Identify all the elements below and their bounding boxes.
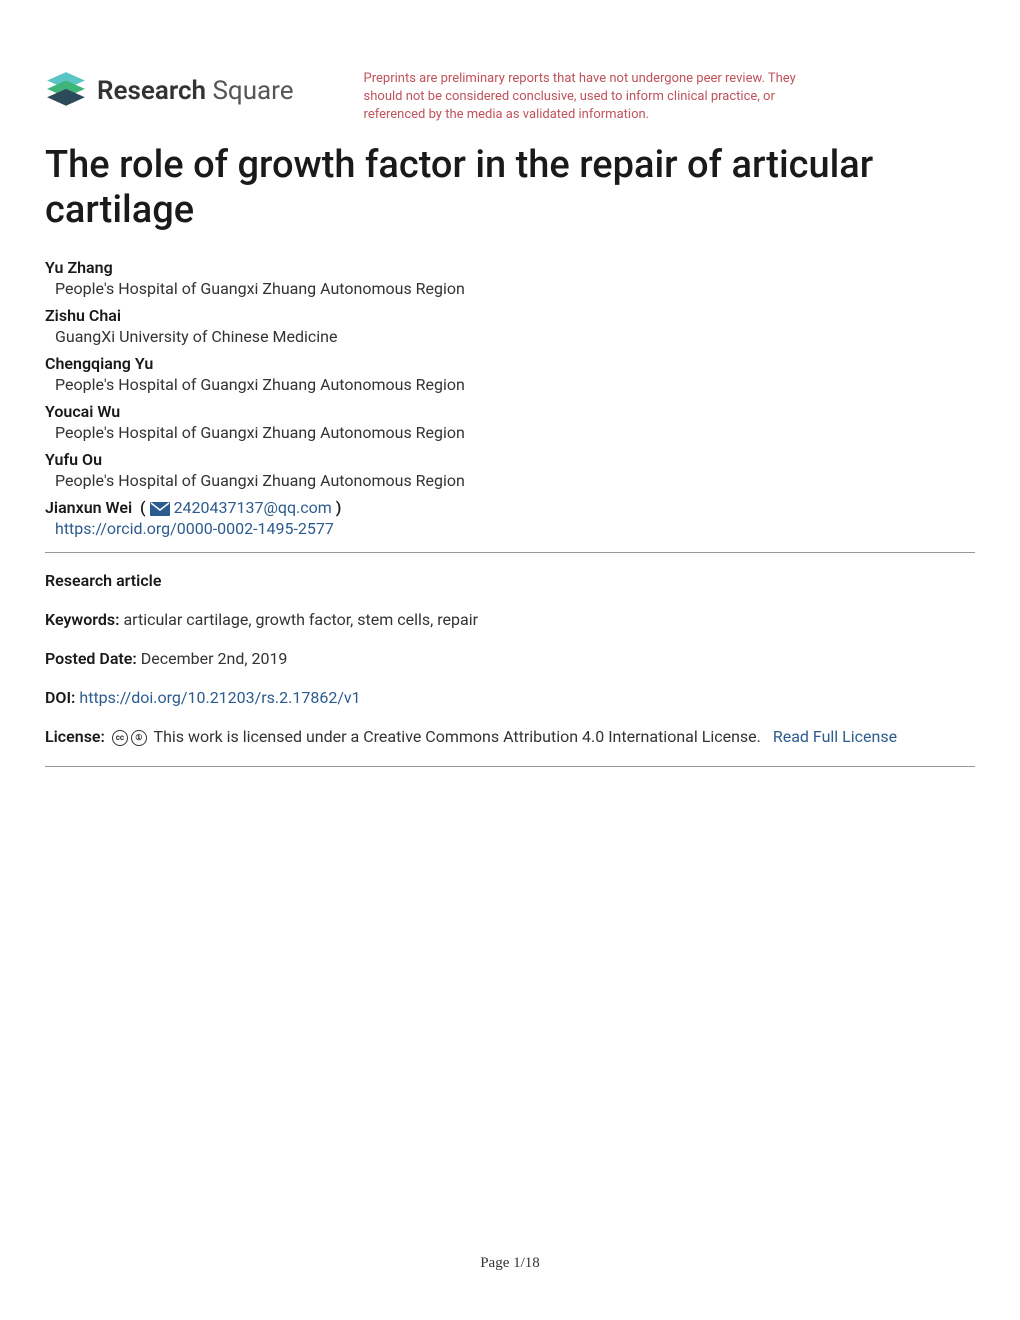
author-affiliation: GuangXi University of Chinese Medicine	[45, 327, 975, 346]
author-name: Chengqiang Yu	[45, 354, 975, 373]
corresponding-email-link[interactable]: 2420437137@qq.com	[174, 498, 332, 517]
email-paren: (	[136, 498, 150, 517]
envelope-icon	[150, 502, 170, 516]
author-block: Chengqiang Yu People's Hospital of Guang…	[45, 354, 975, 394]
author-block: Yufu Ou People's Hospital of Guangxi Zhu…	[45, 450, 975, 490]
logo-text: Research Square	[97, 76, 294, 106]
author-block: Youcai Wu People's Hospital of Guangxi Z…	[45, 402, 975, 442]
author-name: Zishu Chai	[45, 306, 975, 325]
divider	[45, 766, 975, 767]
author-name: Yu Zhang	[45, 258, 975, 277]
doi-row: DOI: https://doi.org/10.21203/rs.2.17862…	[45, 688, 975, 707]
preprint-disclaimer: Preprints are preliminary reports that h…	[364, 70, 819, 125]
author-affiliation: People's Hospital of Guangxi Zhuang Auto…	[45, 423, 975, 442]
doi-label: DOI:	[45, 688, 75, 707]
corresponding-author-block: Jianxun Wei ( 2420437137@qq.com ) https:…	[45, 498, 975, 538]
logo-text-research: Research	[97, 76, 206, 106]
keywords-label: Keywords:	[45, 610, 119, 629]
orcid-link[interactable]: https://orcid.org/0000-0002-1495-2577	[45, 519, 975, 538]
keywords-row: Keywords: articular cartilage, growth fa…	[45, 610, 975, 629]
author-affiliation: People's Hospital of Guangxi Zhuang Auto…	[45, 279, 975, 298]
author-block: Zishu Chai GuangXi University of Chinese…	[45, 306, 975, 346]
cc-icons: cc ①	[112, 730, 147, 746]
cc-by-icon: ①	[131, 730, 147, 746]
email-paren-close: )	[336, 498, 342, 517]
keywords-value: articular cartilage, growth factor, stem…	[123, 610, 478, 629]
cc-icon: cc	[112, 730, 128, 746]
divider	[45, 552, 975, 553]
header: Research Square Preprints are preliminar…	[45, 70, 975, 125]
read-full-license-link[interactable]: Read Full License	[773, 727, 897, 746]
doi-link[interactable]: https://doi.org/10.21203/rs.2.17862/v1	[79, 688, 360, 707]
corresponding-author-name: Jianxun Wei	[45, 498, 132, 517]
author-name: Yufu Ou	[45, 450, 975, 469]
posted-date-label: Posted Date:	[45, 649, 137, 668]
author-affiliation: People's Hospital of Guangxi Zhuang Auto…	[45, 375, 975, 394]
paper-title: The role of growth factor in the repair …	[45, 143, 975, 234]
posted-date-row: Posted Date: December 2nd, 2019	[45, 649, 975, 668]
logo-section: Research Square	[45, 70, 294, 112]
license-row: License: cc ① This work is licensed unde…	[45, 727, 975, 746]
author-name: Youcai Wu	[45, 402, 975, 421]
author-block: Yu Zhang People's Hospital of Guangxi Zh…	[45, 258, 975, 298]
author-affiliation: People's Hospital of Guangxi Zhuang Auto…	[45, 471, 975, 490]
page-number: Page 1/18	[0, 1255, 1020, 1272]
posted-date-value: December 2nd, 2019	[141, 649, 288, 668]
research-square-logo-icon	[45, 70, 87, 112]
license-text: This work is licensed under a Creative C…	[154, 727, 761, 746]
license-label: License:	[45, 727, 105, 746]
authors-list: Yu Zhang People's Hospital of Guangxi Zh…	[45, 258, 975, 538]
article-type: Research article	[45, 571, 975, 590]
logo-text-square: Square	[212, 76, 293, 106]
